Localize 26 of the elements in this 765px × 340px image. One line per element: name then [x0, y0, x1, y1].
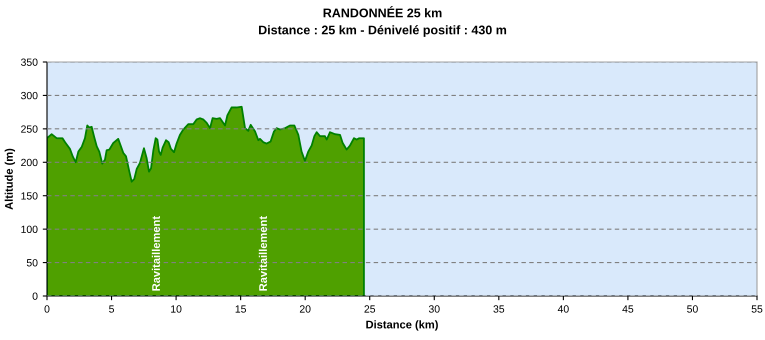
x-tick-label: 15 — [236, 305, 246, 313]
y-tick-label: 50 — [26, 259, 38, 266]
x-tick-label: 45 — [622, 305, 634, 313]
x-tick-label: 0 — [44, 305, 50, 313]
x-tick-label: 50 — [687, 305, 698, 313]
y-tick-label: 0 — [32, 292, 38, 300]
annotation: Ravitaillement — [258, 216, 267, 291]
y-axis-title: Altitude (m) — [4, 148, 16, 210]
y-tick-label: 300 — [20, 92, 38, 100]
x-tick-label: 30 — [428, 305, 440, 313]
chart-title: RANDONNÉE 25 km — [324, 6, 442, 18]
x-tick-label: 55 — [752, 305, 762, 313]
annotation: Ravitaillement — [152, 216, 160, 291]
x-tick-label: 5 — [109, 305, 114, 313]
x-tick-label: 40 — [558, 305, 569, 313]
chart-subtitle: Distance : 25 km - Dénivelé positif : 430 m — [258, 25, 506, 37]
x-tick-label: 20 — [300, 305, 311, 313]
y-tick-label: 350 — [20, 58, 38, 66]
y-tick-label: 100 — [21, 226, 38, 234]
y-tick-label: 200 — [21, 158, 38, 166]
x-tick-label: 10 — [171, 305, 182, 313]
x-tick-label: 35 — [493, 305, 504, 313]
x-axis-title: Distance (km) — [366, 320, 438, 331]
y-tick-label: 250 — [21, 125, 38, 133]
x-tick-label: 25 — [364, 305, 376, 313]
y-tick-label: 150 — [21, 192, 38, 200]
